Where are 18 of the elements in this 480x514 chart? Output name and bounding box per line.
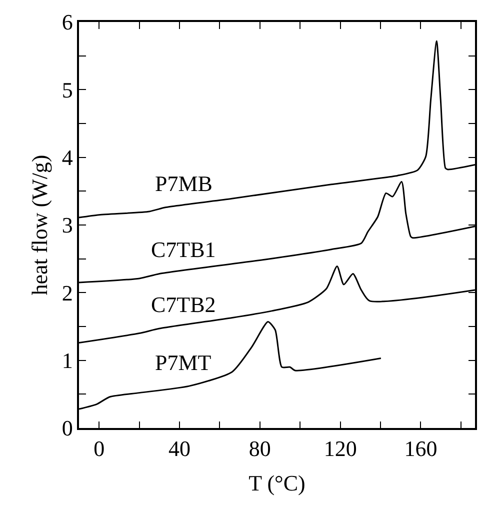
- x-tick-label: 160: [404, 436, 438, 462]
- y-tick-label: 0: [62, 416, 73, 441]
- x-tick-label: 80: [248, 436, 271, 462]
- y-tick-label: 3: [62, 212, 73, 238]
- x-tick-label: 120: [324, 436, 357, 462]
- x-tick-label: 0: [94, 436, 105, 462]
- x-tick-label: 40: [168, 436, 191, 462]
- y-axis-title: heat flow (W/g): [27, 154, 52, 296]
- y-tick-label: 6: [62, 10, 73, 35]
- series-label: P7MT: [155, 350, 212, 375]
- y-tick-label: 2: [62, 280, 73, 306]
- x-axis-title: T (°C): [248, 470, 306, 496]
- series-label: C7TB2: [151, 292, 216, 317]
- series-label: C7TB1: [151, 237, 216, 262]
- series-label: P7MB: [155, 171, 212, 196]
- y-tick-label: 1: [62, 348, 73, 374]
- y-tick-label: 4: [62, 145, 73, 170]
- y-tick-label: 5: [62, 77, 73, 102]
